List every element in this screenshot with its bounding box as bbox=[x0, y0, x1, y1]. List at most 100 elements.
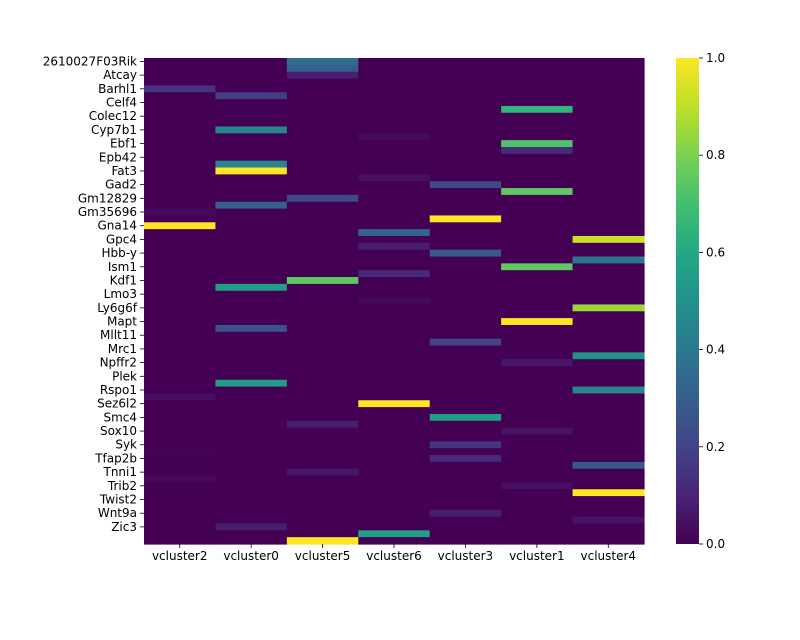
heatmap-cell bbox=[286, 407, 359, 415]
heatmap-cell bbox=[429, 324, 502, 333]
heatmap-cell bbox=[215, 537, 288, 545]
column-label: vcluster2 bbox=[152, 549, 208, 563]
heatmap-cell bbox=[286, 297, 359, 306]
heatmap-cell bbox=[144, 413, 217, 422]
heatmap-cell bbox=[358, 345, 431, 353]
heatmap-cell bbox=[572, 263, 645, 271]
heatmap-cell bbox=[429, 475, 502, 483]
heatmap-cell bbox=[572, 99, 645, 107]
heatmap-cell bbox=[429, 194, 502, 203]
heatmap-cell bbox=[429, 379, 502, 388]
heatmap-cell bbox=[572, 379, 645, 388]
heatmap-cell bbox=[215, 229, 288, 237]
heatmap-cell bbox=[144, 324, 217, 333]
heatmap-cell bbox=[429, 92, 502, 100]
column-label: vcluster1 bbox=[509, 549, 565, 563]
heatmap-cell bbox=[501, 461, 574, 470]
heatmap-cell bbox=[144, 235, 217, 244]
heatmap-cell bbox=[215, 379, 288, 388]
heatmap-cell bbox=[572, 331, 645, 340]
heatmap-cell bbox=[144, 58, 217, 66]
heatmap-cell bbox=[572, 153, 645, 162]
heatmap-cell bbox=[144, 92, 217, 100]
heatmap-cell bbox=[501, 208, 574, 217]
heatmap-cell bbox=[286, 58, 359, 66]
row-label: Trib2 bbox=[107, 479, 137, 493]
heatmap-cell bbox=[358, 208, 431, 217]
heatmap-cell bbox=[144, 263, 217, 271]
heatmap-cell bbox=[286, 441, 359, 449]
heatmap-cell bbox=[286, 304, 359, 312]
heatmap-cell bbox=[215, 78, 288, 86]
heatmap-cell bbox=[286, 140, 359, 148]
heatmap-cell bbox=[215, 393, 288, 401]
heatmap-cell bbox=[358, 468, 431, 477]
row-label: Plek bbox=[112, 369, 137, 383]
heatmap-cell bbox=[215, 194, 288, 203]
heatmap-cell bbox=[286, 119, 359, 128]
heatmap-cell bbox=[215, 112, 288, 121]
heatmap-cell bbox=[358, 146, 431, 155]
heatmap-cell bbox=[501, 78, 574, 86]
heatmap-cell bbox=[215, 482, 288, 490]
heatmap-cell bbox=[144, 468, 217, 477]
heatmap-cell bbox=[429, 160, 502, 169]
heatmap-cell bbox=[215, 283, 288, 292]
heatmap-cell bbox=[144, 99, 217, 107]
heatmap-cell bbox=[572, 509, 645, 518]
heatmap-cell bbox=[501, 366, 574, 374]
heatmap-cell bbox=[572, 338, 645, 347]
heatmap-cell bbox=[144, 188, 217, 196]
heatmap-cell bbox=[215, 270, 288, 278]
heatmap-cell bbox=[286, 263, 359, 271]
heatmap-cell bbox=[501, 420, 574, 429]
heatmap-cell bbox=[501, 167, 574, 175]
heatmap-cell bbox=[429, 215, 502, 223]
heatmap-cell bbox=[215, 413, 288, 422]
heatmap-cell bbox=[286, 455, 359, 463]
heatmap-cell bbox=[358, 489, 431, 497]
heatmap-cell bbox=[358, 400, 431, 408]
heatmap-cell bbox=[572, 85, 645, 93]
heatmap-cell bbox=[501, 270, 574, 278]
colorbar bbox=[676, 58, 699, 544]
heatmap-cell bbox=[501, 58, 574, 66]
row-label: Ebf1 bbox=[110, 137, 137, 151]
heatmap-cell bbox=[286, 146, 359, 155]
heatmap-cell bbox=[429, 277, 502, 285]
heatmap-cell bbox=[144, 270, 217, 278]
heatmap-cell bbox=[358, 448, 431, 456]
heatmap-cell bbox=[144, 482, 217, 490]
heatmap-cell bbox=[215, 64, 288, 73]
heatmap-cell bbox=[144, 386, 217, 395]
heatmap-cell bbox=[144, 331, 217, 340]
heatmap-cell bbox=[429, 359, 502, 367]
heatmap-cell bbox=[572, 71, 645, 80]
heatmap-cell bbox=[501, 201, 574, 210]
row-label: Gad2 bbox=[105, 178, 137, 192]
row-label: Ism1 bbox=[108, 260, 137, 274]
row-label: Cyp7b1 bbox=[91, 123, 137, 137]
heatmap-cell bbox=[286, 188, 359, 196]
heatmap-cell bbox=[501, 112, 574, 121]
heatmap-cell bbox=[501, 407, 574, 415]
heatmap-cell bbox=[144, 434, 217, 442]
heatmap-cell bbox=[429, 448, 502, 456]
heatmap-cell bbox=[286, 311, 359, 319]
heatmap-cell bbox=[358, 242, 431, 251]
heatmap-cell bbox=[429, 126, 502, 134]
heatmap-cell bbox=[358, 297, 431, 306]
heatmap-cell bbox=[429, 85, 502, 93]
heatmap-cell bbox=[358, 99, 431, 107]
heatmap-cell bbox=[429, 393, 502, 401]
heatmap-cell bbox=[358, 78, 431, 86]
heatmap-cell bbox=[501, 441, 574, 449]
heatmap-cell bbox=[429, 338, 502, 347]
heatmap-cell bbox=[215, 85, 288, 93]
column-label: vcluster6 bbox=[366, 549, 422, 563]
heatmap-cell bbox=[429, 229, 502, 237]
heatmap-cell bbox=[572, 194, 645, 203]
row-label: 2610027F03Rik bbox=[43, 54, 137, 68]
heatmap-cell bbox=[572, 345, 645, 353]
heatmap-cell bbox=[358, 516, 431, 525]
